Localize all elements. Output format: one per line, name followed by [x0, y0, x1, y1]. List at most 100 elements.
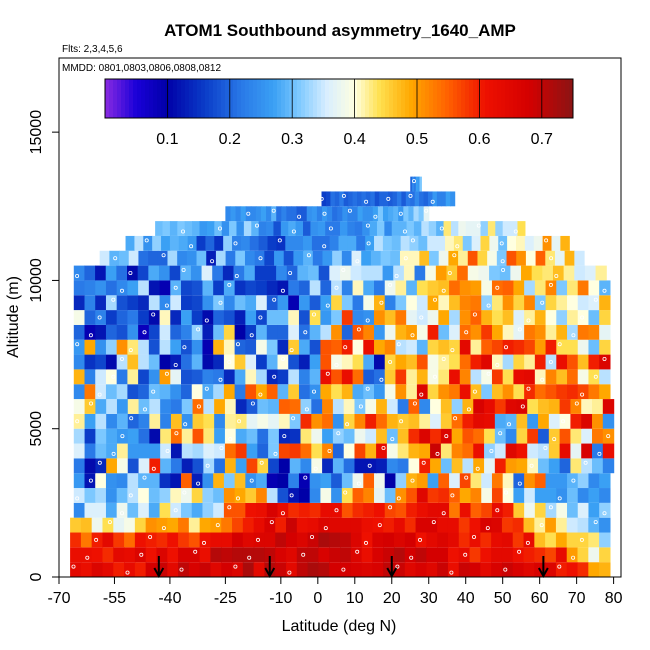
heat-cell: [138, 280, 150, 296]
sample-point: [311, 312, 316, 317]
heat-cell: [480, 532, 492, 548]
heat-cell: [574, 250, 585, 266]
heat-cell: [430, 413, 442, 429]
heat-cell: [449, 295, 461, 311]
sample-point: [120, 356, 125, 361]
heat-cell: [73, 384, 86, 400]
heat-cell: [288, 369, 300, 385]
heat-cell: [266, 339, 279, 355]
heat-cell: [481, 295, 493, 311]
heat-cell: [213, 354, 225, 370]
colorbar-cell: [105, 79, 110, 118]
heat-cell: [255, 206, 262, 222]
heat-cell: [148, 488, 161, 503]
heat-cell: [188, 547, 201, 563]
heat-cell: [143, 235, 153, 251]
heat-cell: [406, 295, 418, 311]
heat-cell: [531, 265, 543, 281]
heat-cell: [268, 443, 280, 459]
sample-point: [255, 537, 260, 542]
heat-cell: [563, 265, 575, 281]
heat-cell: [524, 502, 536, 518]
heat-cell: [73, 413, 86, 429]
heat-cell: [570, 443, 582, 459]
heat-cell: [266, 354, 279, 370]
heat-cell: [602, 428, 615, 444]
heat-cell: [234, 488, 246, 503]
heat-cell: [592, 428, 604, 444]
heat-cell: [362, 221, 371, 236]
heat-cell: [419, 428, 431, 444]
sample-point: [341, 267, 346, 272]
heat-cell: [268, 458, 280, 474]
heat-cell: [256, 324, 268, 340]
heat-cell: [138, 458, 150, 474]
sample-point: [548, 505, 553, 510]
colorbar-cell: [205, 79, 210, 118]
heat-cell: [491, 369, 504, 385]
heat-cell: [230, 206, 237, 222]
heat-cell: [438, 502, 450, 518]
heat-cell: [365, 413, 377, 429]
heat-cell: [447, 562, 460, 577]
heat-cell: [134, 532, 147, 548]
heat-cell: [513, 295, 525, 311]
heat-cell: [268, 399, 280, 414]
heatmap-cells: [70, 176, 615, 577]
heat-cell: [337, 206, 343, 222]
heat-cell: [423, 206, 430, 222]
heat-cell: [307, 562, 320, 577]
heat-cell: [308, 265, 320, 281]
colorbar-cell: [261, 79, 266, 118]
sample-point: [539, 523, 544, 528]
heat-cell: [361, 532, 373, 548]
heat-cell: [545, 384, 557, 400]
heat-cell: [545, 369, 557, 385]
heat-cell: [525, 250, 537, 266]
heat-cell: [395, 280, 407, 296]
heat-cell: [406, 280, 418, 296]
heat-cell: [148, 339, 161, 355]
heat-cell: [124, 532, 136, 548]
heat-cell: [438, 488, 450, 503]
heat-cell: [283, 250, 295, 266]
colorbar-cell: [377, 79, 382, 118]
heat-cell: [426, 517, 438, 533]
heat-cell: [102, 562, 114, 577]
sample-point: [356, 481, 361, 486]
heat-cell: [134, 517, 147, 533]
heat-cell: [370, 191, 376, 207]
heat-cell: [559, 428, 572, 444]
sample-point: [182, 345, 187, 350]
sample-point: [390, 437, 395, 442]
heat-cell: [534, 339, 547, 355]
sample-point: [151, 312, 156, 317]
sample-point: [472, 312, 477, 317]
heat-cell: [551, 235, 561, 251]
heat-cell: [458, 517, 471, 533]
heat-cell: [395, 324, 407, 340]
heat-cell: [202, 354, 214, 370]
heat-cell: [599, 295, 611, 311]
heat-cell: [199, 532, 212, 548]
heat-cell: [202, 295, 214, 311]
sample-point: [471, 535, 476, 540]
heat-cell: [158, 265, 171, 281]
sample-point: [355, 259, 360, 264]
colorbar-cell: [317, 79, 322, 118]
heat-cell: [116, 458, 129, 474]
heat-cell: [438, 295, 450, 311]
heat-cell: [533, 235, 544, 251]
heat-cell: [555, 547, 568, 563]
heat-cell: [191, 295, 204, 311]
colorbar-cell: [257, 79, 262, 118]
sample-point: [377, 523, 382, 528]
heat-cell: [127, 413, 140, 429]
heat-cell: [99, 250, 110, 266]
heat-cell: [408, 458, 420, 474]
colorbar-cell: [141, 79, 146, 118]
heat-cell: [354, 443, 366, 459]
heat-cell: [567, 324, 579, 340]
heat-cell: [602, 399, 615, 414]
